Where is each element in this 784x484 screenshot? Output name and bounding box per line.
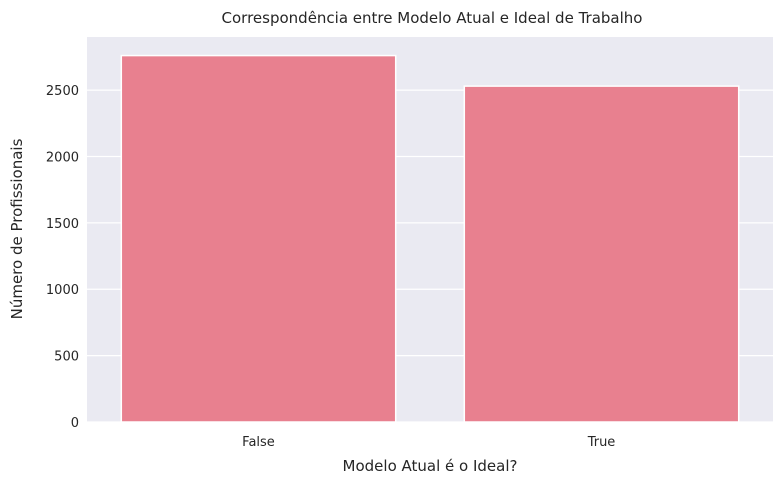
y-tick-label: 1000 xyxy=(46,283,79,298)
x-axis-label: Modelo Atual é o Ideal? xyxy=(343,457,518,475)
y-tick-label: 500 xyxy=(54,350,79,365)
y-axis-ticks: 0 500 1000 1500 2000 2500 xyxy=(46,84,79,431)
y-tick-label: 0 xyxy=(71,416,79,431)
x-tick-label: True xyxy=(587,435,616,450)
x-axis-ticks: False True xyxy=(242,435,615,450)
bar-true xyxy=(463,85,740,423)
x-tick-label: False xyxy=(242,435,275,450)
y-tick-label: 2000 xyxy=(46,150,79,165)
bar-false xyxy=(120,54,397,423)
y-tick-label: 1500 xyxy=(46,217,79,232)
bars xyxy=(120,54,740,423)
chart-title: Correspondência entre Modelo Atual e Ide… xyxy=(222,9,643,27)
y-tick-label: 2500 xyxy=(46,84,79,99)
y-axis-label: Número de Profissionais xyxy=(8,138,26,319)
